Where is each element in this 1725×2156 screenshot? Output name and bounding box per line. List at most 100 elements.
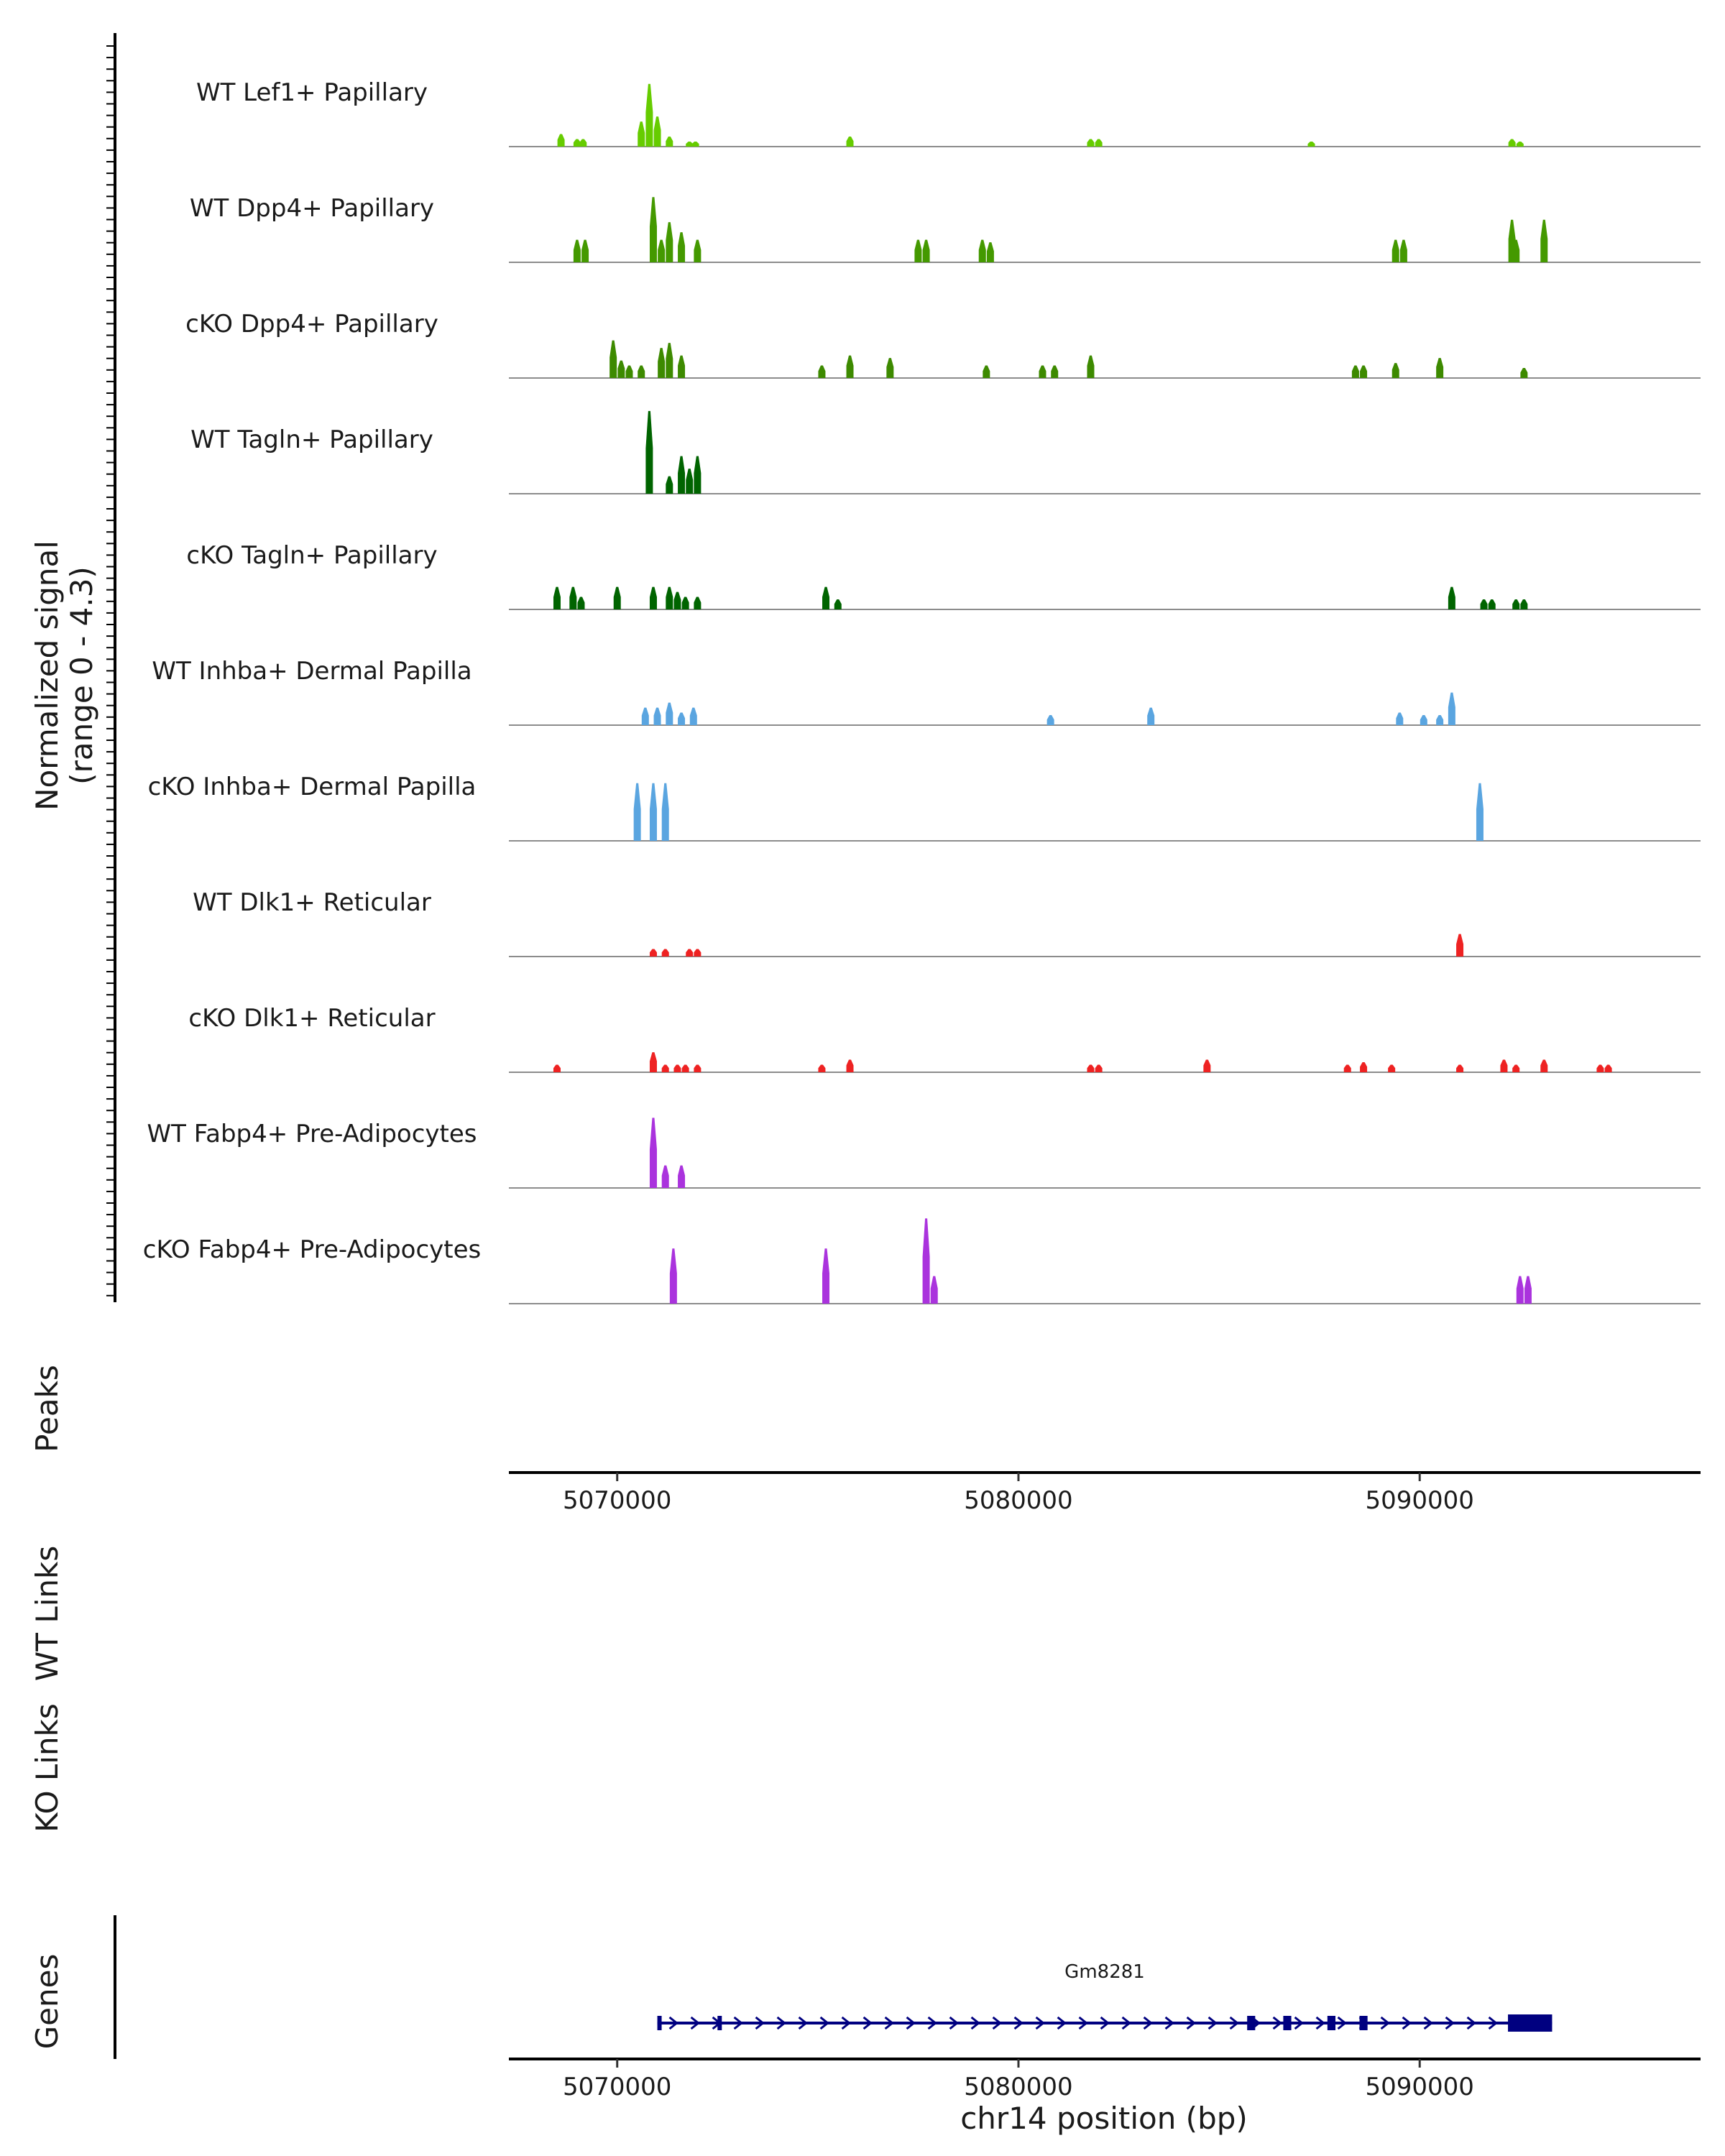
- track: cKO Tagln+ Papillary: [186, 541, 1701, 610]
- coverage-peak: [661, 1064, 669, 1072]
- coverage-peak: [834, 599, 842, 609]
- strand-arrow: [970, 2016, 980, 2030]
- wt-links-panel-title: WT Links: [29, 1546, 65, 1681]
- coverage-peak: [686, 949, 694, 957]
- track: WT Dlk1+ Reticular: [193, 888, 1701, 957]
- coverage-peak: [557, 134, 565, 147]
- coverage-peak: [633, 783, 641, 841]
- coverage-peak: [1436, 715, 1444, 725]
- genes-panel-title: Genes: [29, 1954, 65, 2050]
- coverage-tracks: WT Lef1+ Papillary WT Dpp4+ Papillary cKO …: [143, 78, 1701, 1304]
- coverage-peak: [625, 365, 633, 378]
- strand-arrow: [1445, 2016, 1455, 2030]
- strand-arrow: [884, 2016, 894, 2030]
- peaks-x-axis: 5070000 5080000 5090000: [509, 1471, 1701, 1515]
- coverage-peak: [1388, 1064, 1396, 1072]
- strand-arrow: [819, 2016, 829, 2030]
- strand-arrow: [1100, 2016, 1110, 2030]
- coverage-peak: [694, 1064, 702, 1072]
- coverage-peak: [653, 116, 661, 147]
- coverage-peak: [573, 239, 581, 262]
- coverage-peak: [1360, 365, 1368, 378]
- x-tick-label: 5090000: [1366, 1486, 1474, 1515]
- track: cKO Dlk1+ Reticular: [188, 1004, 1701, 1073]
- track-label: cKO Inhba+ Dermal Papilla: [148, 773, 477, 801]
- coverage-peak: [822, 586, 830, 609]
- coverage-peak: [1516, 1276, 1524, 1304]
- strand-arrow: [949, 2016, 959, 2030]
- coverage-peak: [649, 1052, 657, 1072]
- coverage-peak: [617, 360, 625, 378]
- coverage-peak: [694, 456, 702, 494]
- coverage-peak: [673, 1064, 681, 1072]
- track-label: WT Lef1+ Papillary: [196, 78, 428, 107]
- coverage-peak: [610, 340, 617, 378]
- strand-arrow: [1078, 2016, 1088, 2030]
- coverage-peak: [653, 707, 661, 725]
- strand-arrow: [1466, 2016, 1476, 2030]
- track: cKO Fabp4+ Pre-Adipocytes: [143, 1218, 1701, 1304]
- x-tick-label: 5070000: [563, 1486, 671, 1515]
- coverage-peak: [666, 702, 673, 725]
- signal-axis-ticks: [106, 45, 115, 1296]
- coverage-peak: [678, 712, 686, 725]
- coverage-peak: [678, 232, 686, 262]
- coverage-peak: [978, 239, 986, 262]
- y-axis-subtitle: (range 0 - 4.3): [64, 566, 99, 785]
- coverage-peak: [1399, 239, 1407, 262]
- coverage-peak: [922, 1218, 930, 1304]
- gene-exon: [1247, 2016, 1256, 2030]
- coverage-peak: [638, 365, 645, 378]
- coverage-peak: [666, 586, 673, 609]
- coverage-peak: [1520, 368, 1528, 378]
- coverage-peak: [573, 139, 581, 147]
- coverage-peak: [846, 137, 854, 147]
- coverage-peak: [553, 586, 561, 609]
- coverage-peak: [691, 142, 699, 147]
- gene-exon: [717, 2016, 722, 2030]
- coverage-peak: [930, 1276, 938, 1304]
- coverage-peak: [1051, 365, 1059, 378]
- strand-arrow: [1402, 2016, 1412, 2030]
- coverage-peak: [681, 1064, 689, 1072]
- coverage-peak: [658, 348, 666, 378]
- track-label: cKO Fabp4+ Pre-Adipocytes: [143, 1235, 482, 1264]
- coverage-peak: [1596, 1064, 1604, 1072]
- track: WT Dpp4+ Papillary: [190, 194, 1701, 263]
- strand-arrow: [1229, 2016, 1239, 2030]
- coverage-peak: [645, 83, 653, 147]
- coverage-peak: [1396, 712, 1404, 725]
- strand-arrow: [1143, 2016, 1153, 2030]
- strand-arrow: [1035, 2016, 1045, 2030]
- coverage-peak: [666, 476, 673, 494]
- coverage-peak: [1512, 239, 1520, 262]
- coverage-peak: [661, 1165, 669, 1188]
- coverage-peak: [1512, 599, 1520, 609]
- coverage-peak: [1540, 1059, 1548, 1072]
- strand-arrow: [841, 2016, 851, 2030]
- coverage-peak: [1500, 1059, 1508, 1072]
- coverage-peak: [846, 355, 854, 378]
- coverage-peak: [1147, 707, 1155, 725]
- coverage-peak: [678, 456, 686, 494]
- coverage-peak: [658, 239, 666, 262]
- coverage-peak: [986, 242, 994, 262]
- track: WT Tagln+ Papillary: [190, 410, 1701, 494]
- coverage-peak: [579, 139, 587, 147]
- strand-arrow: [992, 2016, 1002, 2030]
- coverage-peak: [1488, 599, 1496, 609]
- coverage-peak: [886, 358, 894, 378]
- track-label: WT Tagln+ Papillary: [190, 425, 433, 454]
- coverage-peak: [1456, 934, 1464, 957]
- track: cKO Inhba+ Dermal Papilla: [148, 773, 1701, 842]
- strand-arrow: [1272, 2016, 1282, 2030]
- strand-arrow: [1315, 2016, 1325, 2030]
- coverage-peak: [666, 137, 673, 147]
- strand-arrow: [906, 2016, 916, 2030]
- coverage-peak: [686, 469, 694, 494]
- coverage-peak: [822, 1248, 830, 1304]
- coverage-peak: [681, 596, 689, 609]
- coverage-peak: [983, 365, 990, 378]
- track: WT Inhba+ Dermal Papilla: [152, 657, 1701, 726]
